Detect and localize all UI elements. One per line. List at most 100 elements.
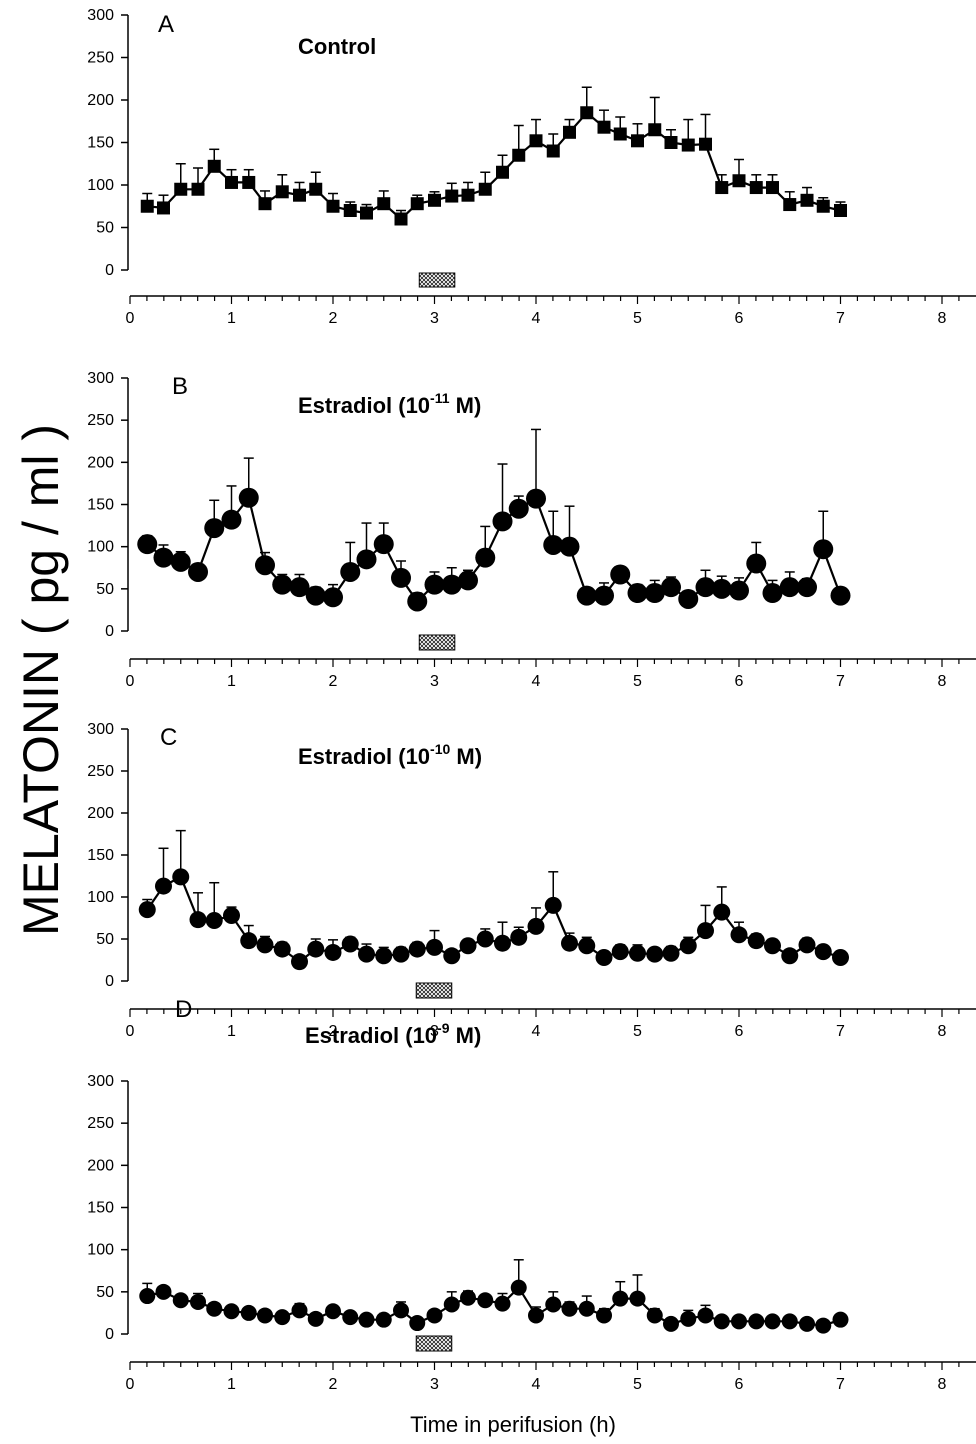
data-point <box>291 1302 308 1319</box>
series <box>139 1259 849 1334</box>
data-point <box>814 943 832 961</box>
data-point <box>510 1279 527 1296</box>
data-point <box>443 1296 460 1313</box>
data-point <box>492 511 513 532</box>
data-point <box>393 1302 410 1319</box>
data-point <box>527 917 545 935</box>
data-point <box>206 1300 223 1317</box>
data-point <box>223 906 240 924</box>
data-point <box>240 1304 257 1321</box>
data-point <box>305 585 326 606</box>
data-point <box>799 1315 816 1332</box>
data-point <box>373 534 394 555</box>
data-point <box>748 1313 765 1330</box>
data-point <box>660 577 681 598</box>
x-tick-label: 7 <box>836 673 845 690</box>
data-point <box>273 940 291 958</box>
y-tick-label: 0 <box>105 1326 114 1343</box>
y-tick-label: 100 <box>87 889 114 906</box>
data-point <box>189 911 207 929</box>
data-point <box>340 561 361 582</box>
y-tick-label: 50 <box>96 581 114 598</box>
data-point <box>140 199 154 213</box>
stimulus-bar <box>415 982 453 999</box>
y-tick-label: 0 <box>105 262 114 279</box>
y-tick-label: 250 <box>87 50 114 67</box>
x-tick-label: 7 <box>836 1023 845 1040</box>
data-point <box>834 204 847 217</box>
x-tick-label: 6 <box>735 310 744 327</box>
data-point <box>391 567 412 588</box>
data-point <box>242 175 256 189</box>
data-point <box>613 127 627 141</box>
y-axis: 0 50 100 150 200 250 300 <box>87 370 129 640</box>
data-point <box>800 193 814 207</box>
data-point <box>476 930 494 948</box>
data-point <box>258 197 272 211</box>
x-tick-label: 1 <box>227 1023 236 1040</box>
y-tick-label: 300 <box>87 721 114 738</box>
x-tick-label: 0 <box>126 673 135 690</box>
data-point <box>155 1283 172 1300</box>
x-tick-label: 8 <box>938 1023 947 1040</box>
data-point <box>664 136 678 149</box>
data-point <box>325 1303 341 1320</box>
data-point <box>732 174 746 188</box>
data-point <box>779 577 800 598</box>
data-point <box>578 937 596 955</box>
series <box>137 428 851 612</box>
data-point <box>494 1295 511 1312</box>
data-point <box>747 932 765 950</box>
panel-title: Estradiol (10-9 M) <box>305 1020 481 1048</box>
data-point <box>627 583 648 604</box>
data-point <box>174 182 188 196</box>
x-tick-label: 5 <box>633 310 642 327</box>
data-point <box>695 577 716 598</box>
data-point <box>611 943 629 961</box>
x-tick-label: 8 <box>938 310 947 327</box>
data-point <box>238 487 259 508</box>
data-point <box>597 120 611 134</box>
data-point <box>813 539 834 560</box>
data-point <box>188 561 209 582</box>
data-point <box>375 947 393 965</box>
data-point <box>610 564 631 585</box>
data-point <box>377 197 391 211</box>
data-point <box>783 198 797 212</box>
x-tick-label: 5 <box>633 1023 642 1040</box>
data-point <box>832 1311 849 1328</box>
data-point <box>424 574 445 595</box>
data-point <box>494 934 512 952</box>
data-point <box>154 877 172 895</box>
data-point <box>816 199 830 213</box>
data-point <box>508 498 529 519</box>
x-tick-label: 5 <box>633 673 642 690</box>
data-point <box>289 577 310 598</box>
x-tick-label: 4 <box>532 1023 541 1040</box>
x-tick-label: 1 <box>227 1376 236 1393</box>
y-tick-label: 200 <box>87 92 114 109</box>
y-tick-label: 200 <box>87 454 114 471</box>
panel-letter: D <box>175 996 192 1023</box>
data-point <box>343 204 357 217</box>
data-point <box>324 943 342 961</box>
y-tick-label: 300 <box>87 1073 114 1090</box>
x-axis-label: Time in perifusion (h) <box>410 1412 616 1437</box>
y-tick-label: 50 <box>96 931 114 948</box>
x-tick-label: 4 <box>532 673 541 690</box>
x-tick-label: 7 <box>836 310 845 327</box>
data-point <box>475 547 496 568</box>
data-point <box>394 212 408 226</box>
data-point <box>254 555 275 576</box>
data-point <box>392 945 410 963</box>
data-point <box>272 574 293 595</box>
data-point <box>496 165 510 179</box>
data-point <box>646 945 664 963</box>
y-axis-label: MELATONIN ( pg / ml ) <box>13 424 69 936</box>
data-point <box>170 551 191 572</box>
stimulus-bar <box>418 634 456 651</box>
data-point <box>428 193 441 207</box>
data-point <box>225 175 238 189</box>
data-point <box>139 1288 156 1305</box>
y-tick-label: 300 <box>87 7 114 24</box>
